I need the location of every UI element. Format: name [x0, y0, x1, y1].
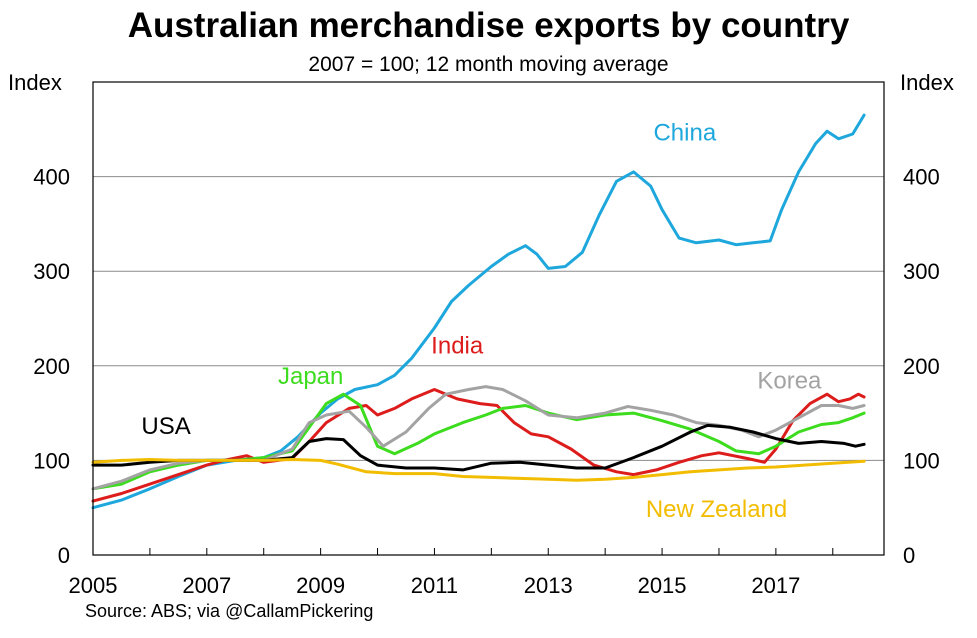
- x-tick-2015: 2015: [638, 573, 687, 598]
- series-line-new-zealand: [91, 458, 866, 482]
- series-line-china: [91, 113, 866, 510]
- x-tick-2005: 2005: [69, 573, 118, 598]
- y-unit-left: Index: [8, 70, 62, 95]
- series-line-japan: [91, 392, 866, 491]
- y-axis: 0 0 100 100 200 200 300 300 400 400: [33, 165, 939, 568]
- series-label-korea: Korea: [757, 368, 822, 395]
- chart-subtitle: 2007 = 100; 12 month moving average: [308, 53, 669, 76]
- x-tick-2007: 2007: [182, 573, 231, 598]
- y-tick-right-300: 300: [903, 259, 940, 284]
- gridlines: [93, 176, 884, 461]
- source-note: Source: ABS; via @CallamPickering: [85, 601, 374, 621]
- x-tick-2011: 2011: [411, 573, 458, 598]
- y-tick-right-400: 400: [903, 165, 940, 190]
- series-labels: China India Japan Korea USA New Zealand: [141, 120, 822, 524]
- y-tick-left-200: 200: [33, 354, 70, 379]
- series-label-india: India: [431, 333, 484, 360]
- series-label-china: China: [653, 120, 716, 147]
- y-tick-left-300: 300: [33, 259, 70, 284]
- series-label-new-zealand: New Zealand: [646, 496, 787, 523]
- x-tick-2017: 2017: [751, 573, 800, 598]
- series-line-india: [91, 388, 866, 503]
- series-label-usa: USA: [141, 413, 190, 440]
- plot-frame: [92, 81, 885, 556]
- y-tick-left-0: 0: [58, 543, 70, 568]
- x-axis: 2005 2007 2009 2011 2013 2015 2017: [69, 548, 834, 598]
- y-tick-left-100: 100: [33, 448, 70, 473]
- series-label-japan: Japan: [278, 363, 343, 390]
- x-tick-2009: 2009: [296, 573, 345, 598]
- y-unit-right: Index: [900, 70, 954, 95]
- chart-title: Australian merchandise exports by countr…: [127, 6, 850, 45]
- series-lines: [91, 113, 866, 510]
- x-tick-2013: 2013: [524, 573, 573, 598]
- y-tick-right-100: 100: [903, 448, 940, 473]
- y-tick-left-400: 400: [33, 165, 70, 190]
- y-tick-right-200: 200: [903, 354, 940, 379]
- y-tick-right-0: 0: [903, 543, 915, 568]
